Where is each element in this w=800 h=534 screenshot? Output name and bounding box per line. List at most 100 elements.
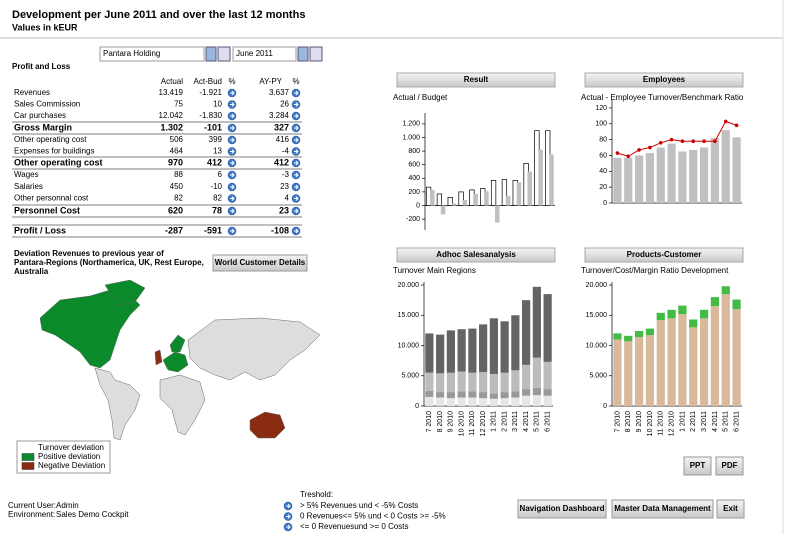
- y-tick-label: 400: [408, 175, 420, 182]
- bar: [721, 286, 730, 295]
- button[interactable]: [683, 456, 712, 476]
- y-tick-label: 600: [408, 162, 420, 169]
- y-tick-label: 15.000: [586, 312, 608, 319]
- cell: 75: [174, 100, 183, 109]
- bar: [678, 314, 687, 406]
- bar: [667, 143, 676, 203]
- bar: [500, 372, 509, 393]
- bar: [732, 137, 741, 203]
- cell: 620: [168, 205, 183, 215]
- button[interactable]: [517, 499, 607, 519]
- cell: 78: [212, 205, 222, 215]
- x-tick-label: 6 2011: [733, 411, 740, 432]
- cell: 3.637: [269, 88, 290, 97]
- period-spinner[interactable]: [297, 46, 309, 62]
- y-tick-label: 20: [599, 184, 607, 191]
- button[interactable]: [611, 499, 714, 519]
- line-marker: [680, 139, 685, 143]
- status-arrow: [286, 514, 291, 519]
- chart-subtitle: Turnover Main Regions: [393, 266, 476, 275]
- bar: [490, 179, 497, 206]
- bar: [732, 309, 741, 406]
- bar: [656, 312, 665, 321]
- row-label: Profit / Loss: [14, 225, 66, 235]
- threshold-title: Treshold:: [300, 490, 333, 499]
- legend-swatch: [21, 462, 35, 470]
- x-tick-label: 12 2010: [668, 411, 675, 436]
- cell: 1.302: [160, 122, 183, 132]
- status-arrow: [294, 208, 299, 214]
- x-tick-label: 7 2010: [614, 411, 621, 433]
- y-tick-label: 20.000: [398, 282, 420, 289]
- bar: [494, 205, 500, 223]
- bar: [710, 138, 720, 203]
- line-marker: [626, 154, 631, 159]
- bar: [543, 294, 552, 362]
- x-tick-label: 4 2011: [523, 411, 530, 432]
- button[interactable]: [715, 456, 744, 476]
- bar: [522, 389, 531, 396]
- bar: [511, 370, 520, 392]
- threshold-item: 0 Revenues<= 5% und < 0 Costs >= -5%: [300, 512, 446, 521]
- map-title: Pantara-Regions (Northamerica, UK, Rest …: [14, 258, 204, 267]
- chart-subtitle: Actual - Employee Turnover/Benchmark Rat…: [581, 93, 744, 102]
- button[interactable]: [716, 499, 745, 519]
- bar: [678, 305, 687, 315]
- bar: [656, 147, 665, 203]
- bar: [538, 149, 543, 206]
- x-tick-label: 9 2010: [636, 411, 643, 433]
- button-label: Exit: [723, 504, 738, 513]
- column-header: Act-Bud: [194, 77, 222, 86]
- threshold-item: > 5% Revenues und < -5% Costs: [300, 501, 418, 510]
- x-tick-label: 4 2011: [712, 411, 719, 432]
- period-value: June 2011: [236, 49, 273, 58]
- bar: [457, 397, 466, 406]
- bar: [468, 391, 477, 398]
- bar: [710, 306, 720, 406]
- world-button[interactable]: [212, 254, 308, 272]
- page-subtitle: Values in kEUR: [12, 22, 78, 32]
- cell: -101: [204, 122, 222, 132]
- company-select[interactable]: [99, 46, 205, 62]
- bar: [458, 191, 464, 206]
- bar: [429, 189, 435, 206]
- button-label: PPT: [690, 461, 706, 470]
- cell: 26: [280, 100, 289, 109]
- chart-subtitle: Turnover/Cost/Margin Ratio Development: [581, 266, 729, 275]
- chart-header: [396, 247, 556, 263]
- bar: [645, 153, 655, 203]
- bar: [543, 395, 552, 406]
- company-apply[interactable]: [217, 46, 231, 62]
- x-tick-label: 1 2011: [491, 411, 498, 432]
- bar: [489, 398, 498, 406]
- status-arrow: [294, 172, 299, 178]
- line-marker: [702, 139, 706, 143]
- cell: 82: [174, 194, 183, 203]
- bar: [479, 398, 488, 406]
- bar: [656, 320, 665, 406]
- bar: [446, 398, 455, 406]
- status-arrow: [286, 524, 291, 530]
- bar: [543, 361, 552, 390]
- status-arrow: [294, 149, 299, 154]
- bar: [425, 396, 434, 406]
- x-tick-label: 5 2011: [534, 411, 541, 432]
- x-tick-label: 11 2010: [469, 411, 476, 436]
- cell: 970: [168, 157, 183, 167]
- bar: [447, 196, 453, 206]
- period-apply[interactable]: [309, 46, 323, 62]
- status-arrow: [230, 160, 235, 166]
- bar: [440, 205, 446, 215]
- company-spinner[interactable]: [205, 46, 217, 62]
- y-tick-label: 10.000: [586, 342, 608, 349]
- cell: 450: [170, 182, 184, 191]
- bar: [505, 195, 511, 206]
- period-select[interactable]: [232, 46, 297, 62]
- y-tick-label: 40: [599, 168, 607, 175]
- cell: 327: [274, 122, 289, 132]
- y-tick-label: 15.000: [398, 312, 420, 319]
- bar: [436, 397, 445, 406]
- x-tick-label: 12 2010: [480, 411, 487, 436]
